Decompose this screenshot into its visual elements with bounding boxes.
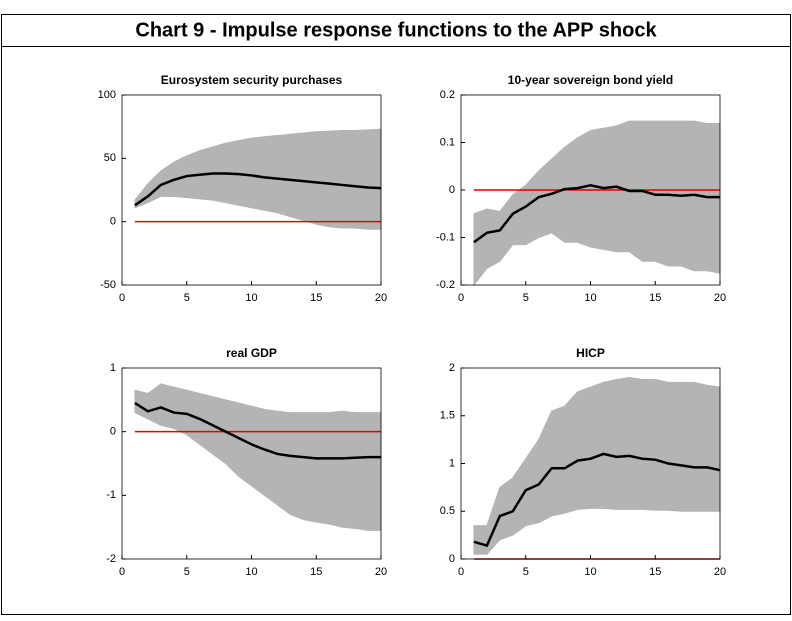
- panel-title: 10-year sovereign bond yield: [508, 73, 673, 87]
- y-tick-label: -0.1: [436, 231, 455, 243]
- y-tick-label: 0.5: [440, 505, 455, 517]
- x-tick-label: 5: [184, 566, 190, 578]
- x-tick-label: 10: [245, 566, 257, 578]
- frame: [1, 14, 791, 615]
- panel-title: HICP: [576, 346, 605, 360]
- x-tick-label: 0: [458, 292, 464, 304]
- x-tick-label: 15: [649, 566, 661, 578]
- y-tick-label: 100: [98, 89, 116, 101]
- y-tick-label: -1: [106, 489, 116, 501]
- x-tick-label: 20: [375, 292, 387, 304]
- y-tick-label: 50: [104, 152, 116, 164]
- x-tick-label: 20: [375, 566, 387, 578]
- y-tick-label: 1: [449, 457, 455, 469]
- x-tick-label: 0: [119, 292, 125, 304]
- median-line: [134, 401, 381, 460]
- x-tick-label: 15: [310, 566, 322, 578]
- y-tick-label: 1: [110, 362, 116, 374]
- x-tick-label: 20: [714, 292, 726, 304]
- x-tick-label: 5: [523, 566, 529, 578]
- x-tick-label: 15: [310, 292, 322, 304]
- y-tick-label: 2: [449, 362, 455, 374]
- y-tick-label: 0: [449, 184, 455, 196]
- x-tick-label: 0: [458, 566, 464, 578]
- median-line: [473, 452, 721, 548]
- y-tick-label: 0: [110, 216, 116, 228]
- y-tick-label: 0: [110, 426, 116, 438]
- x-tick-label: 0: [119, 566, 125, 578]
- y-tick-label: -50: [100, 279, 116, 291]
- y-tick-label: 0: [449, 553, 455, 565]
- x-tick-label: 20: [714, 566, 726, 578]
- y-tick-label: 0.1: [440, 136, 455, 148]
- median-line: [134, 172, 382, 207]
- x-tick-label: 5: [184, 292, 190, 304]
- panel-title: Eurosystem security purchases: [161, 73, 343, 87]
- median-line: [473, 183, 720, 244]
- x-tick-label: 15: [649, 292, 661, 304]
- x-tick-label: 10: [584, 566, 596, 578]
- y-tick-label: 0.2: [440, 89, 455, 101]
- y-tick-label: -0.2: [436, 279, 455, 291]
- x-tick-label: 10: [245, 292, 257, 304]
- y-tick-label: -2: [106, 553, 116, 565]
- panel-title: real GDP: [226, 346, 277, 360]
- x-tick-label: 10: [584, 292, 596, 304]
- x-tick-label: 5: [523, 292, 529, 304]
- y-tick-label: 1.5: [440, 410, 455, 422]
- confidence-band: [473, 120, 721, 287]
- figure-title: Chart 9 - Impulse response functions to …: [135, 19, 657, 41]
- confidence-band: [134, 128, 382, 230]
